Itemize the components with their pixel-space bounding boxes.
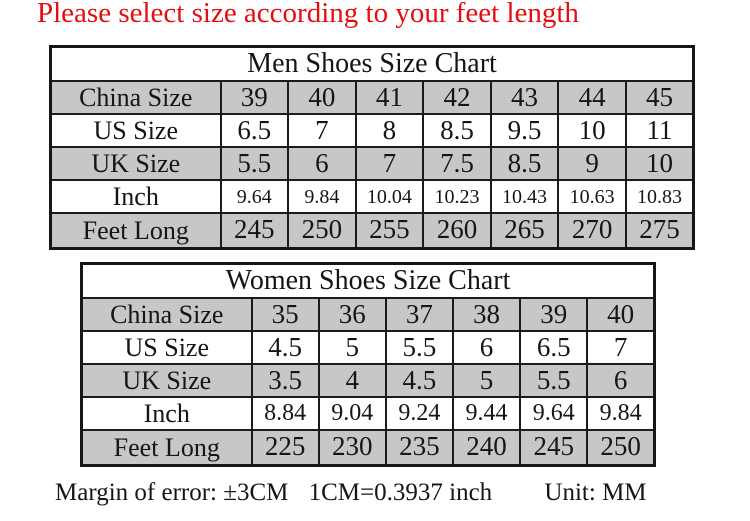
size-value-cell: 5.5 xyxy=(219,146,290,181)
size-value-cell: 39 xyxy=(519,297,589,332)
conversion-note: 1CM=0.3937 inch xyxy=(308,479,493,506)
row-label: Inch xyxy=(49,179,222,214)
size-value-cell: 8.84 xyxy=(250,396,320,431)
size-value-cell: 9.84 xyxy=(287,179,357,214)
size-value-cell: 260 xyxy=(422,212,492,250)
size-value-cell: 10.83 xyxy=(624,179,695,214)
row-label: China Size xyxy=(49,80,222,115)
row-label: UK Size xyxy=(80,363,253,398)
size-value-cell: 40 xyxy=(287,80,357,115)
size-value-cell: 9.5 xyxy=(489,113,560,148)
size-value-cell: 44 xyxy=(557,80,627,115)
women-table-body: China Size 35 36 37 38 39 40 US Size 4.5 5 5.5 6 6.5… xyxy=(80,297,656,467)
size-value-cell: 7 xyxy=(354,146,425,181)
size-value-cell: 5.5 xyxy=(519,363,589,398)
size-value-cell: 255 xyxy=(354,212,425,250)
size-value-cell: 9.44 xyxy=(451,396,522,431)
men-table-title: Men Shoes Size Chart xyxy=(49,45,695,82)
table-row: Inch 9.64 9.84 10.04 10.23 10.43 10.63 10.83 xyxy=(49,179,695,214)
size-value-cell: 42 xyxy=(422,80,492,115)
size-value-cell: 7.5 xyxy=(422,146,492,181)
table-row: UK Size 5.5 6 7 7.5 8.5 9 10 xyxy=(49,146,695,181)
men-table-body: China Size 39 40 41 42 43 44 45 US Size 6.5 7 8 8.5 9… xyxy=(49,80,695,250)
size-value-cell: 43 xyxy=(489,80,560,115)
row-label: UK Size xyxy=(49,146,222,181)
page-title: Please select size according to your fee… xyxy=(37,0,579,29)
size-value-cell: 11 xyxy=(624,113,695,148)
size-value-cell: 245 xyxy=(519,429,589,467)
table-row: UK Size 3.5 4 4.5 5 5.5 6 xyxy=(80,363,656,398)
table-row: Inch 8.84 9.04 9.24 9.44 9.64 9.84 xyxy=(80,396,656,431)
row-label: China Size xyxy=(80,297,253,332)
size-value-cell: 9.84 xyxy=(586,396,656,431)
size-value-cell: 9.04 xyxy=(317,396,387,431)
size-value-cell: 10.63 xyxy=(557,179,627,214)
table-row: US Size 4.5 5 5.5 6 6.5 7 xyxy=(80,330,656,365)
size-value-cell: 9.64 xyxy=(219,179,290,214)
size-value-cell: 9 xyxy=(557,146,627,181)
row-label: Feet Long xyxy=(80,429,253,467)
size-value-cell: 6 xyxy=(451,330,522,365)
size-value-cell: 265 xyxy=(489,212,560,250)
women-table-title: Women Shoes Size Chart xyxy=(80,262,656,299)
size-value-cell: 8 xyxy=(354,113,425,148)
size-value-cell: 270 xyxy=(557,212,627,250)
size-value-cell: 4.5 xyxy=(250,330,320,365)
size-value-cell: 10 xyxy=(557,113,627,148)
size-value-cell: 36 xyxy=(317,297,387,332)
women-table-header-row: Women Shoes Size Chart xyxy=(80,262,656,299)
size-value-cell: 230 xyxy=(317,429,387,467)
size-value-cell: 41 xyxy=(354,80,425,115)
size-value-cell: 9.24 xyxy=(384,396,454,431)
size-value-cell: 4.5 xyxy=(384,363,454,398)
size-value-cell: 6 xyxy=(287,146,357,181)
size-value-cell: 3.5 xyxy=(250,363,320,398)
size-value-cell: 6.5 xyxy=(219,113,290,148)
men-size-table: Men Shoes Size Chart China Size 39 40 41 42 4… xyxy=(49,45,695,250)
size-value-cell: 240 xyxy=(451,429,522,467)
size-value-cell: 9.64 xyxy=(519,396,589,431)
size-value-cell: 8.5 xyxy=(422,113,492,148)
size-value-cell: 10.23 xyxy=(422,179,492,214)
margin-of-error-note: Margin of error: ±3CM xyxy=(55,479,289,506)
row-label: Inch xyxy=(80,396,253,431)
size-value-cell: 5 xyxy=(317,330,387,365)
row-label: US Size xyxy=(49,113,222,148)
size-value-cell: 6 xyxy=(586,363,656,398)
size-value-cell: 245 xyxy=(219,212,290,250)
size-value-cell: 225 xyxy=(250,429,320,467)
size-value-cell: 6.5 xyxy=(519,330,589,365)
size-value-cell: 10 xyxy=(624,146,695,181)
size-value-cell: 250 xyxy=(287,212,357,250)
size-value-cell: 7 xyxy=(586,330,656,365)
table-row: US Size 6.5 7 8 8.5 9.5 10 11 xyxy=(49,113,695,148)
size-value-cell: 37 xyxy=(384,297,454,332)
table-row: Feet Long 225 230 235 240 245 250 xyxy=(80,429,656,467)
unit-note: Unit: MM xyxy=(544,479,647,506)
size-value-cell: 250 xyxy=(586,429,656,467)
size-value-cell: 38 xyxy=(451,297,522,332)
size-value-cell: 39 xyxy=(219,80,290,115)
size-value-cell: 45 xyxy=(624,80,695,115)
size-value-cell: 5 xyxy=(451,363,522,398)
size-value-cell: 10.04 xyxy=(354,179,425,214)
size-value-cell: 7 xyxy=(287,113,357,148)
size-value-cell: 235 xyxy=(384,429,454,467)
size-value-cell: 8.5 xyxy=(489,146,560,181)
table-row: China Size 35 36 37 38 39 40 xyxy=(80,297,656,332)
size-value-cell: 35 xyxy=(250,297,320,332)
men-table-header-row: Men Shoes Size Chart xyxy=(49,45,695,82)
size-value-cell: 5.5 xyxy=(384,330,454,365)
row-label: US Size xyxy=(80,330,253,365)
table-row: China Size 39 40 41 42 43 44 45 xyxy=(49,80,695,115)
footer-note: Margin of error: ±3CM 1CM=0.3937 inch Un… xyxy=(55,479,647,507)
size-value-cell: 275 xyxy=(624,212,695,250)
table-row: Feet Long 245 250 255 260 265 270 275 xyxy=(49,212,695,250)
size-value-cell: 10.43 xyxy=(489,179,560,214)
row-label: Feet Long xyxy=(49,212,222,250)
size-value-cell: 40 xyxy=(586,297,656,332)
size-value-cell: 4 xyxy=(317,363,387,398)
women-size-table: Women Shoes Size Chart China Size 35 36 37 3… xyxy=(80,262,656,467)
